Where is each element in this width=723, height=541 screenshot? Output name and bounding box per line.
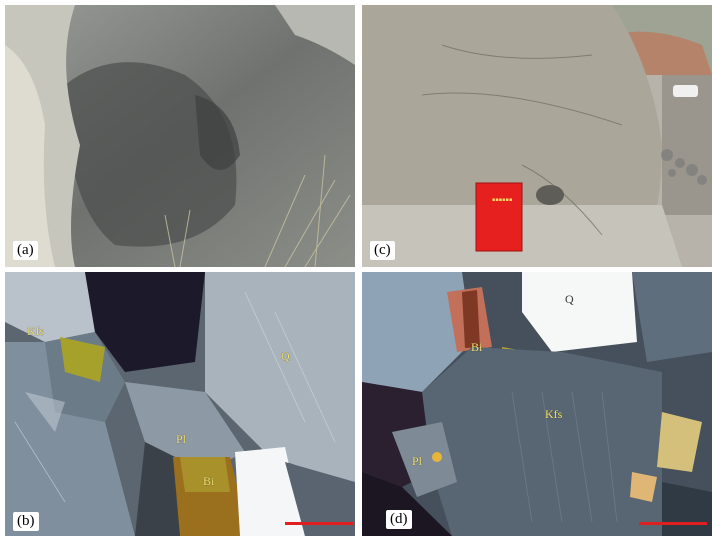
scale-bar-d [639,522,707,525]
scale-bar-b [285,522,353,525]
micrograph-image-b [5,272,355,536]
mineral-label-kfs: Kfs [27,324,45,338]
micrograph-image-d [362,272,712,536]
micrograph-panel-d: Q Bi Kfs Pl (d) [362,272,712,536]
mineral-label-bi: Bi [203,474,215,488]
mineral-label-pl-d: Pl [412,454,423,468]
panel-label-a: (a) [13,241,38,260]
panel-label-b: (b) [13,512,39,531]
outcrop-photo-a [5,5,355,267]
boulder-photo-c [362,5,712,267]
mineral-label-q-d: Q [565,292,574,306]
photo-panel-a: (a) [5,5,355,267]
panel-label-d: (d) [386,510,412,529]
mineral-label-pl: Pl [176,432,187,446]
book-cover-text: ▪▪▪▪▪▪ [492,197,513,203]
mineral-label-bi-d: Bi [471,340,483,354]
panel-label-c: (c) [370,241,395,260]
micrograph-panel-b: Kfs Q Pl Bi (b) [5,272,355,536]
photo-panel-c: ▪▪▪▪▪▪ (c) [362,5,712,267]
mineral-label-kfs-d: Kfs [545,407,563,421]
mineral-label-q: Q [281,349,290,363]
